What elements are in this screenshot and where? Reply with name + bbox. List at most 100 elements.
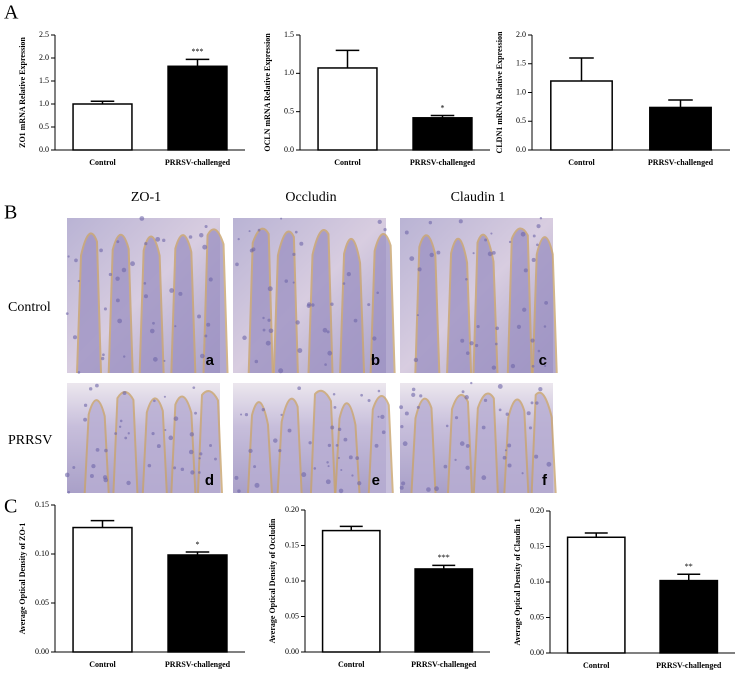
nucleus xyxy=(173,466,177,470)
nucleus xyxy=(180,467,185,472)
y-tick-label: 1.5 xyxy=(516,59,526,68)
nucleus xyxy=(465,465,470,470)
nucleus xyxy=(544,364,547,368)
nucleus xyxy=(301,472,307,478)
y-tick-label: 1.5 xyxy=(39,76,49,85)
nucleus xyxy=(465,277,468,281)
villus xyxy=(446,238,473,374)
bar xyxy=(412,117,473,151)
nucleus xyxy=(526,411,531,416)
y-tick-label: 0.15 xyxy=(35,500,49,509)
nucleus xyxy=(278,448,282,453)
nucleus xyxy=(209,444,213,447)
nucleus xyxy=(190,470,195,475)
nucleus xyxy=(472,252,475,255)
bar xyxy=(317,67,378,151)
y-tick-label: 0.05 xyxy=(285,611,299,620)
y-tick-label: 2.0 xyxy=(39,53,49,62)
nucleus xyxy=(401,481,406,486)
nucleus xyxy=(443,464,448,469)
nucleus xyxy=(465,351,470,356)
nucleus xyxy=(103,477,109,483)
nucleus xyxy=(531,364,535,368)
nucleus xyxy=(399,485,404,490)
nucleus xyxy=(434,486,439,492)
nucleus xyxy=(199,232,204,238)
y-tick-label: 0.15 xyxy=(530,541,544,550)
nucleus xyxy=(119,419,123,423)
nucleus xyxy=(124,436,128,440)
nucleus xyxy=(322,327,328,333)
nucleus xyxy=(95,383,99,388)
nucleus xyxy=(460,338,465,343)
nucleus xyxy=(417,267,422,272)
nucleus xyxy=(163,395,166,398)
nucleus xyxy=(483,398,488,403)
nucleus xyxy=(508,240,512,244)
bar xyxy=(566,536,626,654)
villus xyxy=(202,228,229,374)
y-tick-label: 0.0 xyxy=(284,145,294,154)
y-tick-label: 1.0 xyxy=(516,87,526,96)
nucleus xyxy=(367,399,371,403)
significance: *** xyxy=(438,553,450,562)
y-axis-label: Average Optical Density of ZO-1 xyxy=(18,523,27,635)
nucleus xyxy=(326,330,330,334)
bar xyxy=(72,103,133,151)
nucleus xyxy=(534,454,539,459)
y-tick-label: 0.05 xyxy=(530,612,544,621)
nucleus xyxy=(342,282,346,285)
nucleus xyxy=(194,411,198,415)
x-tick-label: Control xyxy=(89,660,116,669)
nucleus xyxy=(530,401,534,405)
nucleus xyxy=(376,291,379,295)
bar xyxy=(659,579,719,654)
nucleus xyxy=(188,449,194,455)
nucleus xyxy=(523,268,528,273)
row-label: Control xyxy=(8,300,51,315)
nucleus xyxy=(380,414,385,419)
nucleus xyxy=(325,479,331,485)
micrograph-grid: a b c d e f xyxy=(64,216,558,494)
nucleus xyxy=(204,334,208,338)
nucleus xyxy=(411,387,416,392)
nucleus xyxy=(294,230,298,234)
villus xyxy=(472,392,499,494)
nucleus xyxy=(481,425,486,430)
nucleus xyxy=(287,428,292,433)
nucleus xyxy=(249,248,254,253)
nucleus xyxy=(188,235,193,239)
y-tick-label: 2.0 xyxy=(516,30,526,39)
micrograph-letter: f xyxy=(542,472,548,489)
nucleus xyxy=(351,474,354,477)
nucleus xyxy=(253,465,257,469)
nucleus xyxy=(411,392,416,397)
nucleus xyxy=(543,325,547,328)
nucleus xyxy=(454,458,457,462)
x-tick-label: Control xyxy=(334,158,361,167)
nucleus xyxy=(464,395,469,400)
nucleus xyxy=(505,412,509,416)
nucleus xyxy=(261,407,265,412)
nucleus xyxy=(244,413,249,417)
bar xyxy=(414,568,474,653)
nucleus xyxy=(487,251,493,257)
nucleus xyxy=(156,444,161,449)
nucleus xyxy=(280,413,283,417)
y-tick-label: 0.00 xyxy=(530,648,544,657)
nucleus xyxy=(481,475,487,481)
villus xyxy=(367,395,394,494)
nucleus xyxy=(178,291,183,296)
nucleus xyxy=(539,217,543,220)
y-tick-label: 2.5 xyxy=(39,30,49,39)
y-tick-label: 0.20 xyxy=(530,506,544,515)
nucleus xyxy=(65,312,69,315)
nucleus xyxy=(77,279,81,283)
nucleus xyxy=(204,224,208,229)
nucleus xyxy=(198,471,201,474)
nucleus xyxy=(118,425,122,428)
panel-label: B xyxy=(4,202,17,224)
x-tick-label: PRRSV-challenged xyxy=(165,660,231,669)
nucleus xyxy=(377,389,381,393)
